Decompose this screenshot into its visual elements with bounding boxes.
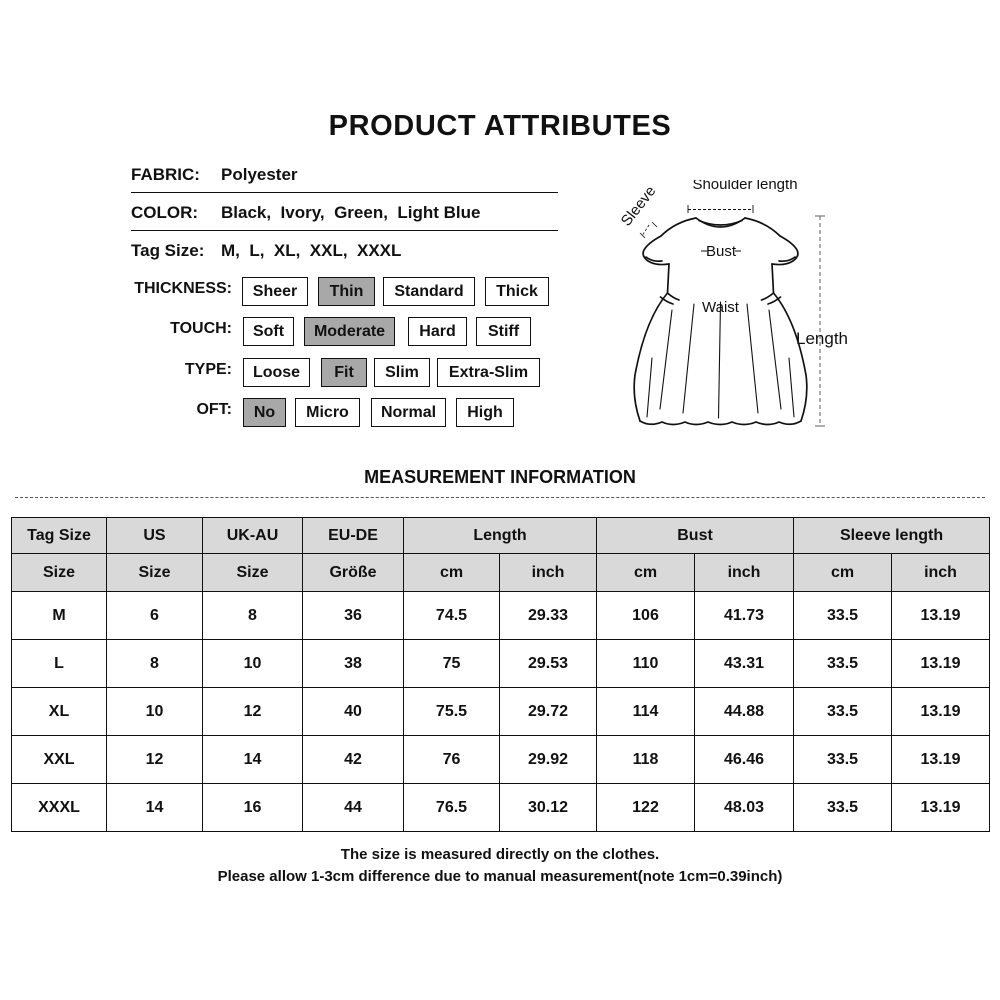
svg-text:Sleeve: Sleeve bbox=[620, 183, 659, 230]
svg-text:Length: Length bbox=[796, 329, 848, 348]
svg-text:Waist: Waist bbox=[702, 299, 740, 316]
svg-text:Bust: Bust bbox=[706, 243, 737, 260]
svg-text:Shoulder length: Shoulder length bbox=[692, 180, 797, 193]
